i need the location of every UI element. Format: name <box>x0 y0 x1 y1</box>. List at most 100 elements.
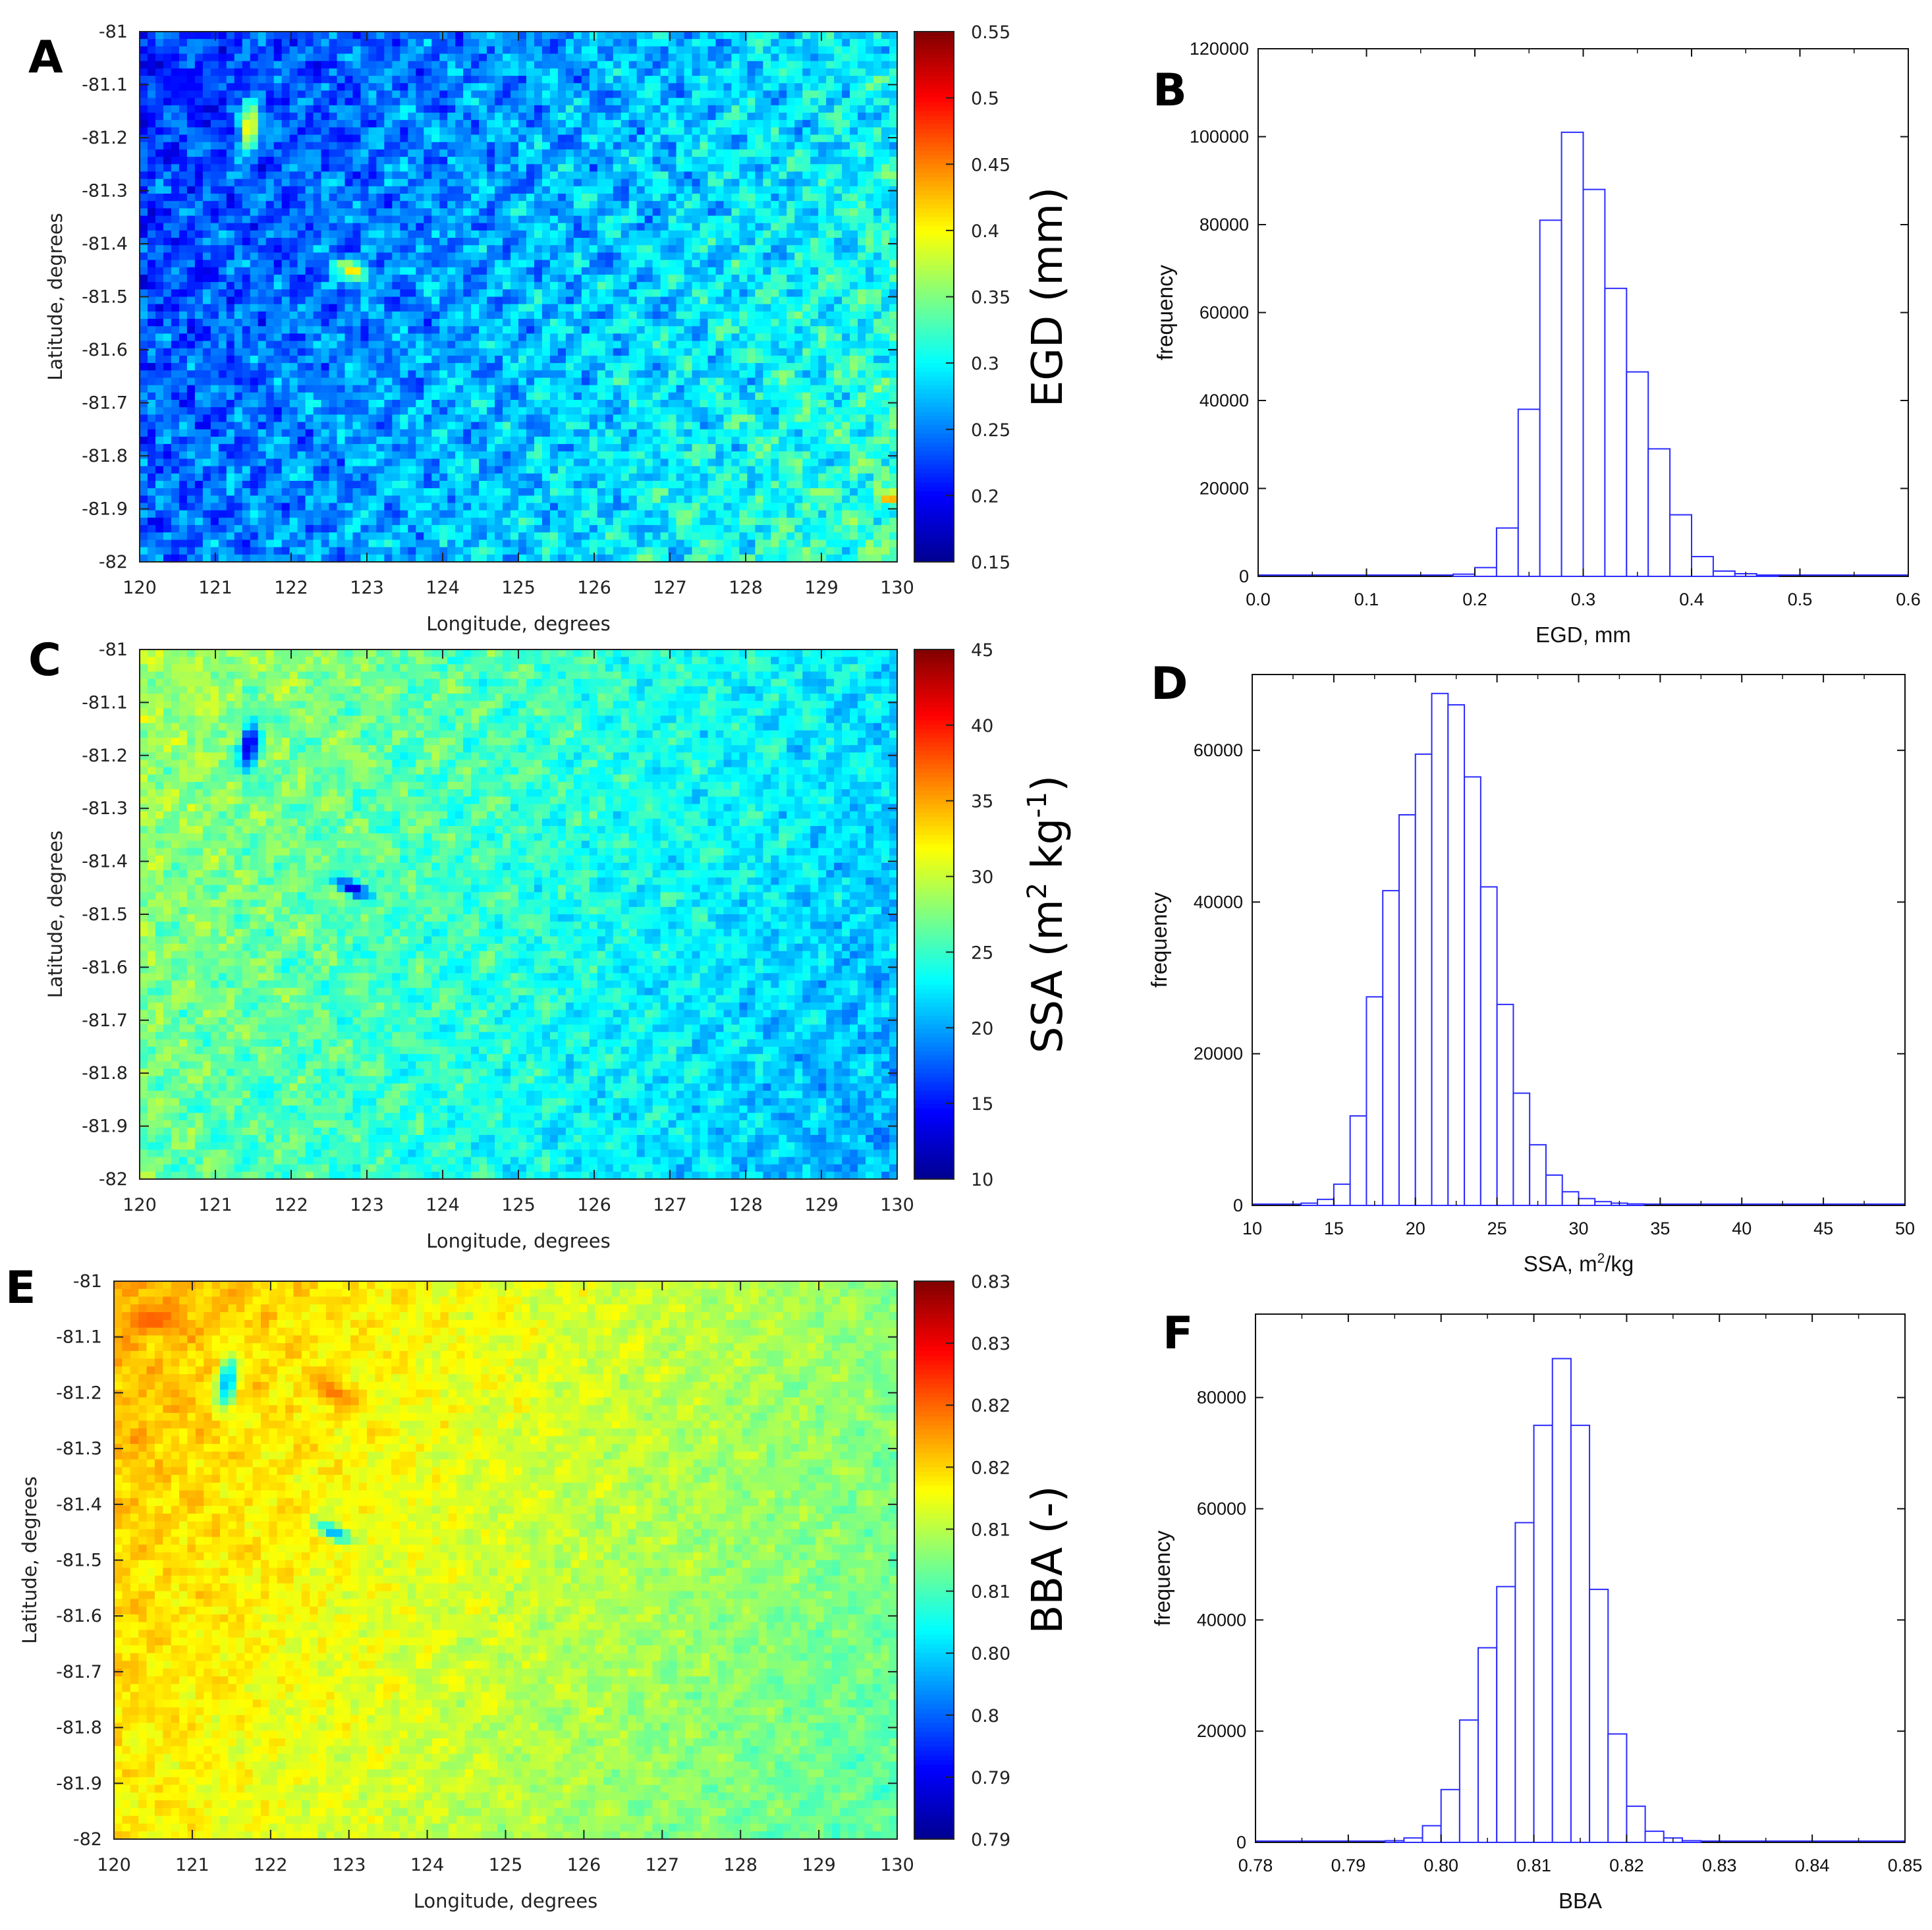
heatmap-cell <box>495 179 503 187</box>
heatmap-cell <box>810 157 819 165</box>
heatmap-cell <box>542 171 551 179</box>
heatmap-cell <box>400 61 408 69</box>
heatmap-cell <box>400 98 408 106</box>
heatmap-cell <box>329 127 338 135</box>
heatmap-cell <box>376 39 385 47</box>
heatmap-cell <box>692 39 701 47</box>
heatmap-cell <box>187 32 196 40</box>
heatmap-cell <box>495 61 503 69</box>
heatmap-cell <box>416 98 424 106</box>
heatmap-cell <box>171 171 180 179</box>
heatmap-cell <box>203 194 211 202</box>
heatmap-cell <box>566 127 574 135</box>
heatmap-cell <box>526 150 535 157</box>
heatmap-cell <box>368 179 377 187</box>
heatmap-cell <box>526 120 535 128</box>
heatmap-cell <box>471 157 480 165</box>
heatmap-cell <box>653 90 661 98</box>
heatmap-cell <box>337 113 345 121</box>
heatmap-cell <box>858 76 866 84</box>
heatmap-cell <box>274 69 283 76</box>
heatmap-cell <box>140 46 148 54</box>
heatmap-cell <box>148 46 156 54</box>
heatmap-cell <box>755 186 763 194</box>
heatmap-cell <box>368 135 377 143</box>
heatmap-cell <box>850 61 858 69</box>
heatmap-cell <box>676 113 685 121</box>
heatmap-cell <box>511 142 519 150</box>
heatmap-cell <box>542 120 551 128</box>
heatmap-cell <box>219 32 227 40</box>
heatmap-cell <box>298 46 306 54</box>
heatmap-cell <box>314 83 322 91</box>
heatmap-cell <box>629 120 638 128</box>
heatmap-cell <box>424 150 432 157</box>
heatmap-cell <box>881 76 890 84</box>
heatmap-cell <box>258 179 267 187</box>
heatmap-cell <box>747 105 756 113</box>
heatmap-cell <box>873 83 882 91</box>
heatmap-cell <box>148 69 156 76</box>
heatmap-cell <box>526 46 535 54</box>
heatmap-cell <box>447 61 456 69</box>
heatmap-cell <box>684 113 693 121</box>
heatmap-cell <box>684 69 693 76</box>
heatmap-cell <box>455 61 464 69</box>
heatmap-cell <box>376 90 385 98</box>
heatmap-cell <box>731 32 740 40</box>
heatmap-cell <box>574 76 582 84</box>
heatmap-cell <box>140 39 148 47</box>
heatmap-cell <box>881 164 890 172</box>
heatmap-cell <box>653 120 661 128</box>
heatmap-cell <box>684 76 693 84</box>
heatmap-cell <box>582 113 590 121</box>
heatmap-cell <box>621 83 630 91</box>
heatmap-cell <box>558 150 566 157</box>
heatmap-cell <box>290 98 298 106</box>
heatmap-cell <box>155 179 164 187</box>
heatmap-cell <box>495 69 503 76</box>
heatmap-cell <box>621 46 630 54</box>
heatmap-cell <box>321 194 330 202</box>
heatmap-cell <box>873 54 882 62</box>
heatmap-cell <box>258 150 267 157</box>
heatmap-cell <box>195 150 204 157</box>
heatmap-cell <box>487 186 495 194</box>
heatmap-cell <box>881 105 890 113</box>
heatmap-cell <box>487 46 495 54</box>
heatmap-cell <box>242 194 251 202</box>
heatmap-cell <box>755 164 763 172</box>
heatmap-cell <box>171 39 180 47</box>
heatmap-cell <box>582 171 590 179</box>
heatmap-cell <box>242 142 251 150</box>
heatmap-cell <box>155 61 164 69</box>
heatmap-cell <box>195 135 204 143</box>
heatmap-cell <box>431 54 440 62</box>
heatmap-cell <box>187 179 196 187</box>
heatmap-cell <box>463 83 472 91</box>
heatmap-cell <box>723 61 732 69</box>
heatmap-cell <box>590 164 598 172</box>
heatmap-cell <box>219 179 227 187</box>
heatmap-cell <box>392 69 400 76</box>
heatmap-cell <box>826 186 835 194</box>
heatmap-cell <box>873 98 882 106</box>
heatmap-cell <box>392 186 400 194</box>
heatmap-cell <box>171 61 180 69</box>
heatmap-cell <box>337 69 345 76</box>
heatmap-cell <box>787 127 795 135</box>
heatmap-cell <box>408 127 416 135</box>
heatmap-cell <box>692 90 701 98</box>
heatmap-cell <box>250 105 259 113</box>
heatmap-cell <box>463 69 472 76</box>
heatmap-cell <box>787 142 795 150</box>
heatmap-cell <box>235 171 243 179</box>
heatmap-cell <box>219 39 227 47</box>
heatmap-cell <box>290 135 298 143</box>
heatmap-cell <box>802 157 811 165</box>
heatmap-cell <box>352 164 361 172</box>
heatmap-cell <box>211 83 219 91</box>
heatmap-cell <box>542 39 551 47</box>
heatmap-cell <box>439 54 448 62</box>
heatmap-cell <box>242 90 251 98</box>
